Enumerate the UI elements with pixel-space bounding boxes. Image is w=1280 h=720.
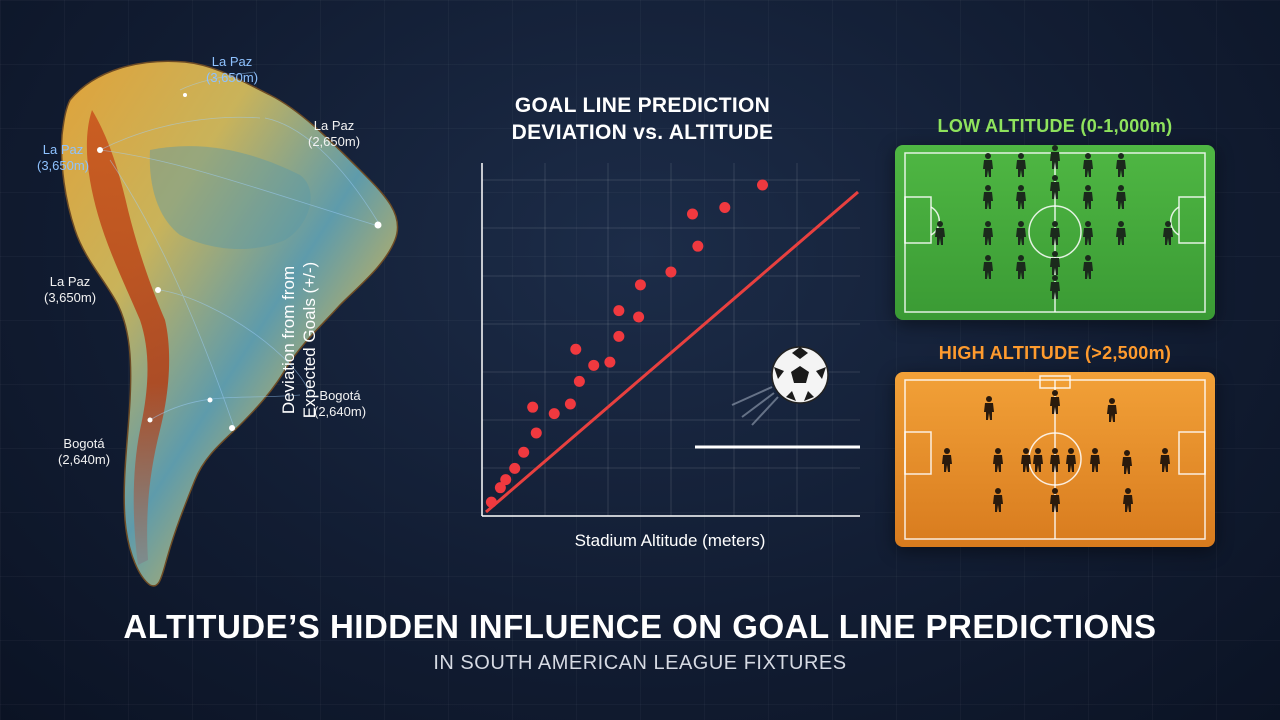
player-icon [983,255,993,279]
south-america-map: La Paz (3,650m) La Paz (2,650m) La Paz (… [0,0,430,600]
player-icon [1116,185,1126,209]
player-icon [1090,448,1100,472]
data-point [494,482,506,494]
data-point [509,462,521,474]
player-icon [1160,448,1170,472]
data-point [527,401,539,413]
map-graphic [60,60,399,587]
player-icon [1016,185,1026,209]
player-icon [983,221,993,245]
data-point [564,398,576,410]
city-dots [97,93,382,431]
player-icon [993,488,1003,512]
trend-line [485,190,859,514]
city-label: La Paz (3,650m) [206,54,259,85]
data-point [692,240,704,252]
data-point [518,446,530,458]
subtitle: IN SOUTH AMERICAN LEAGUE FIXTURES [433,652,847,674]
scatter-chart [481,163,860,517]
chart-grid [482,163,860,516]
player-icon [983,153,993,177]
player-icon [1050,221,1060,245]
low-altitude-pitch [895,145,1215,320]
player-icon [935,221,945,245]
player-icon [1033,448,1043,472]
city-label: La Paz (3,650m) [44,274,97,305]
flight-routes [99,71,379,431]
player-icon [983,185,993,209]
main-title: ALTITUDE’S HIDDEN INFLUENCE ON GOAL LINE… [123,608,1157,645]
data-point [570,343,582,355]
data-points [485,179,769,508]
data-point [573,375,585,387]
player-icon [1050,275,1060,299]
data-point [686,208,698,220]
data-point [665,266,677,278]
player-icon [1116,221,1126,245]
city-label: Bogotá (2,640m) [314,388,367,419]
high-altitude-title: HIGH ALTITUDE (>2,500m) [938,343,1172,363]
player-icon [1083,153,1093,177]
high-altitude-pitch [895,372,1215,547]
amazon-basin [149,146,311,250]
pitch-markings [904,145,1206,313]
city-label: La Paz (2,650m) [308,118,361,149]
player-icon [1107,398,1117,422]
pitch-markings [904,375,1206,540]
data-point [588,359,600,371]
player-icon [984,396,994,420]
city-label: La Paz (3,650m) [37,142,90,173]
data-point [613,305,625,317]
player-icons [935,145,1173,299]
player-icon [1016,255,1026,279]
data-point [485,496,497,508]
x-axis-label: Stadium Altitude (meters) [574,531,766,550]
player-icon [1050,175,1060,199]
player-icon [1122,450,1132,474]
player-icon [1050,251,1060,275]
data-point [500,474,512,486]
data-point [757,179,769,191]
player-icon [1123,488,1133,512]
player-icon [1066,448,1076,472]
city-label: Bogotá (2,640m) [58,436,111,467]
data-point [530,427,542,439]
y-axis-label: Deviation from from Expected Goals (+/-) [279,261,319,419]
player-icon [1050,390,1060,414]
player-icon [1163,221,1173,245]
player-icon [1050,488,1060,512]
chart-title: GOAL LINE PREDICTION DEVIATION vs. ALTIT… [511,94,774,144]
data-point [634,279,646,291]
player-icons [942,390,1170,512]
low-altitude-title: LOW ALTITUDE (0-1,000m) [937,116,1173,136]
player-icon [1016,221,1026,245]
data-point [604,356,616,368]
andes-ridge [86,110,170,565]
player-icon [1016,153,1026,177]
player-icon [1021,448,1031,472]
data-point [613,330,625,342]
data-point [633,311,645,323]
player-icon [1083,185,1093,209]
player-icon [1050,448,1060,472]
player-icon [1116,153,1126,177]
data-point [548,408,560,420]
player-icon [1083,221,1093,245]
player-icon [1083,255,1093,279]
soccer-ball-icon [731,346,829,426]
player-icon [942,448,952,472]
player-icon [993,448,1003,472]
data-point [719,202,731,214]
player-icon [1050,145,1060,169]
